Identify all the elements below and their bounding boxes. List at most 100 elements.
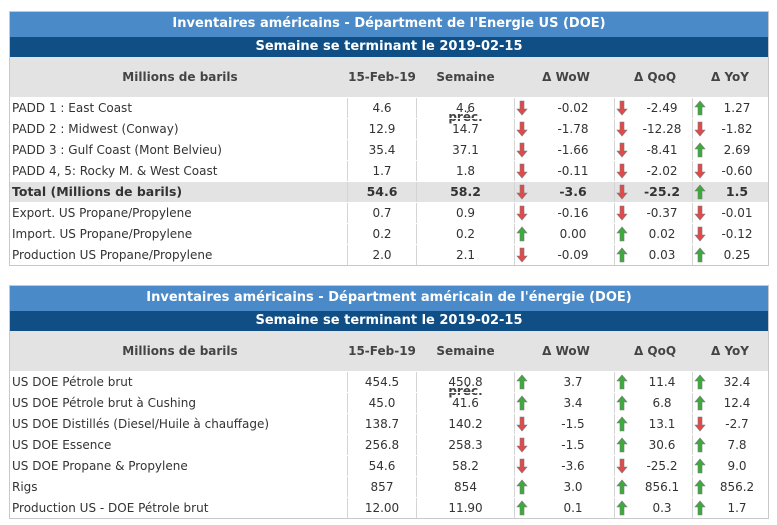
wow-change: -1.5 — [561, 417, 585, 431]
inventory-table-crude: Inventaires américains - Départment amér… — [9, 285, 769, 519]
qoq-arrow-icon — [615, 477, 629, 497]
current-value: 454.5 — [364, 375, 400, 389]
previous-value: 854 — [454, 480, 477, 494]
column-divider — [347, 119, 348, 139]
qoq-arrow-icon — [615, 140, 629, 160]
wow-arrow-icon — [515, 245, 529, 265]
qoq-change: -25.2 — [643, 184, 681, 199]
column-divider — [416, 245, 417, 265]
column-divider — [347, 414, 348, 434]
row-label: US DOE Essence — [12, 438, 112, 452]
qoq-arrow-icon — [615, 435, 629, 455]
yoy-arrow-icon — [693, 224, 707, 244]
wow-arrow-icon — [515, 393, 529, 413]
column-divider — [692, 477, 693, 497]
qoq-change: -2.02 — [646, 164, 678, 178]
table-row: PADD 1 : East Coast 4.6 4.6 -0.02 -2.49 1.27 — [10, 97, 768, 118]
wow-change: -1.66 — [557, 143, 589, 157]
yoy-change: 1.5 — [725, 184, 749, 199]
row-label: US DOE Pétrole brut — [12, 375, 133, 389]
column-divider — [416, 435, 417, 455]
yoy-arrow-icon — [693, 203, 707, 223]
wow-arrow-icon — [515, 98, 529, 118]
row-label: US DOE Distillés (Diesel/Huile à chauffa… — [12, 417, 270, 431]
current-value: 45.0 — [368, 396, 396, 410]
previous-value: 2.1 — [455, 248, 476, 262]
table-row: Import. US Propane/Propylene 0.2 0.2 0.00 0.… — [10, 223, 768, 244]
column-divider — [692, 182, 693, 202]
wow-change: 0.1 — [563, 501, 583, 515]
column-divider — [614, 119, 615, 139]
wow-arrow-icon — [515, 224, 529, 244]
yoy-arrow-icon — [693, 161, 707, 181]
yoy-arrow-icon — [693, 98, 707, 118]
column-divider — [614, 140, 615, 160]
qoq-change: -8.41 — [646, 143, 678, 157]
header-yoy: Δ YoY — [711, 70, 749, 84]
column-divider — [347, 456, 348, 476]
column-divider — [514, 456, 515, 476]
column-divider — [416, 98, 417, 118]
wow-change: 3.4 — [563, 396, 583, 410]
header-name: Millions de barils — [122, 70, 238, 84]
wow-arrow-icon — [515, 372, 529, 392]
current-value: 138.7 — [364, 417, 400, 431]
column-divider — [347, 140, 348, 160]
column-divider — [347, 245, 348, 265]
qoq-arrow-icon — [615, 98, 629, 118]
column-divider — [614, 456, 615, 476]
table-body: US DOE Pétrole brut 454.5 450.8 3.7 11.4 32.4… — [10, 371, 768, 518]
column-divider — [692, 140, 693, 160]
yoy-arrow-icon — [693, 393, 707, 413]
previous-value: 258.3 — [448, 438, 483, 452]
table-row: Export. US Propane/Propylene 0.7 0.9 -0.16 -… — [10, 202, 768, 223]
header-qoq: Δ QoQ — [633, 344, 677, 358]
column-divider — [416, 224, 417, 244]
column-divider — [692, 224, 693, 244]
column-divider — [416, 477, 417, 497]
wow-change: -0.02 — [557, 101, 589, 115]
column-divider — [416, 182, 417, 202]
table-row: US DOE Distillés (Diesel/Huile à chauffa… — [10, 413, 768, 434]
header-name: Millions de barils — [122, 344, 238, 358]
column-divider — [416, 119, 417, 139]
header-wow: Δ WoW — [542, 70, 590, 84]
qoq-arrow-icon — [615, 414, 629, 434]
current-value: 0.2 — [372, 227, 392, 241]
current-value: 256.8 — [364, 438, 400, 452]
current-value: 857 — [370, 480, 394, 494]
yoy-change: 9.0 — [727, 459, 747, 473]
yoy-change: 0.25 — [723, 248, 751, 262]
row-label: Production US - DOE Pétrole brut — [12, 501, 209, 515]
wow-arrow-icon — [515, 119, 529, 139]
header-previous: Semaine préc. — [436, 344, 495, 398]
column-divider — [514, 414, 515, 434]
row-label: US DOE Propane & Propylene — [12, 459, 188, 473]
column-divider — [692, 498, 693, 518]
qoq-change: 0.3 — [652, 501, 672, 515]
wow-change: -3.6 — [561, 459, 585, 473]
qoq-change: -12.28 — [642, 122, 682, 136]
column-divider — [347, 393, 348, 413]
column-divider — [416, 161, 417, 181]
yoy-change: -1.82 — [721, 122, 753, 136]
column-divider — [614, 245, 615, 265]
yoy-arrow-icon — [693, 498, 707, 518]
previous-value: 58.2 — [450, 184, 481, 199]
column-divider — [416, 372, 417, 392]
header-qoq: Δ QoQ — [633, 70, 677, 84]
column-divider — [347, 224, 348, 244]
qoq-arrow-icon — [615, 245, 629, 265]
yoy-change: -0.60 — [721, 164, 753, 178]
column-divider — [614, 203, 615, 223]
yoy-arrow-icon — [693, 477, 707, 497]
qoq-change: 0.03 — [648, 248, 676, 262]
column-divider — [692, 203, 693, 223]
column-divider — [514, 393, 515, 413]
row-label: Import. US Propane/Propylene — [12, 227, 193, 241]
column-divider — [614, 182, 615, 202]
column-divider — [416, 393, 417, 413]
previous-value: 11.90 — [448, 501, 483, 515]
column-divider — [347, 203, 348, 223]
column-divider — [692, 161, 693, 181]
